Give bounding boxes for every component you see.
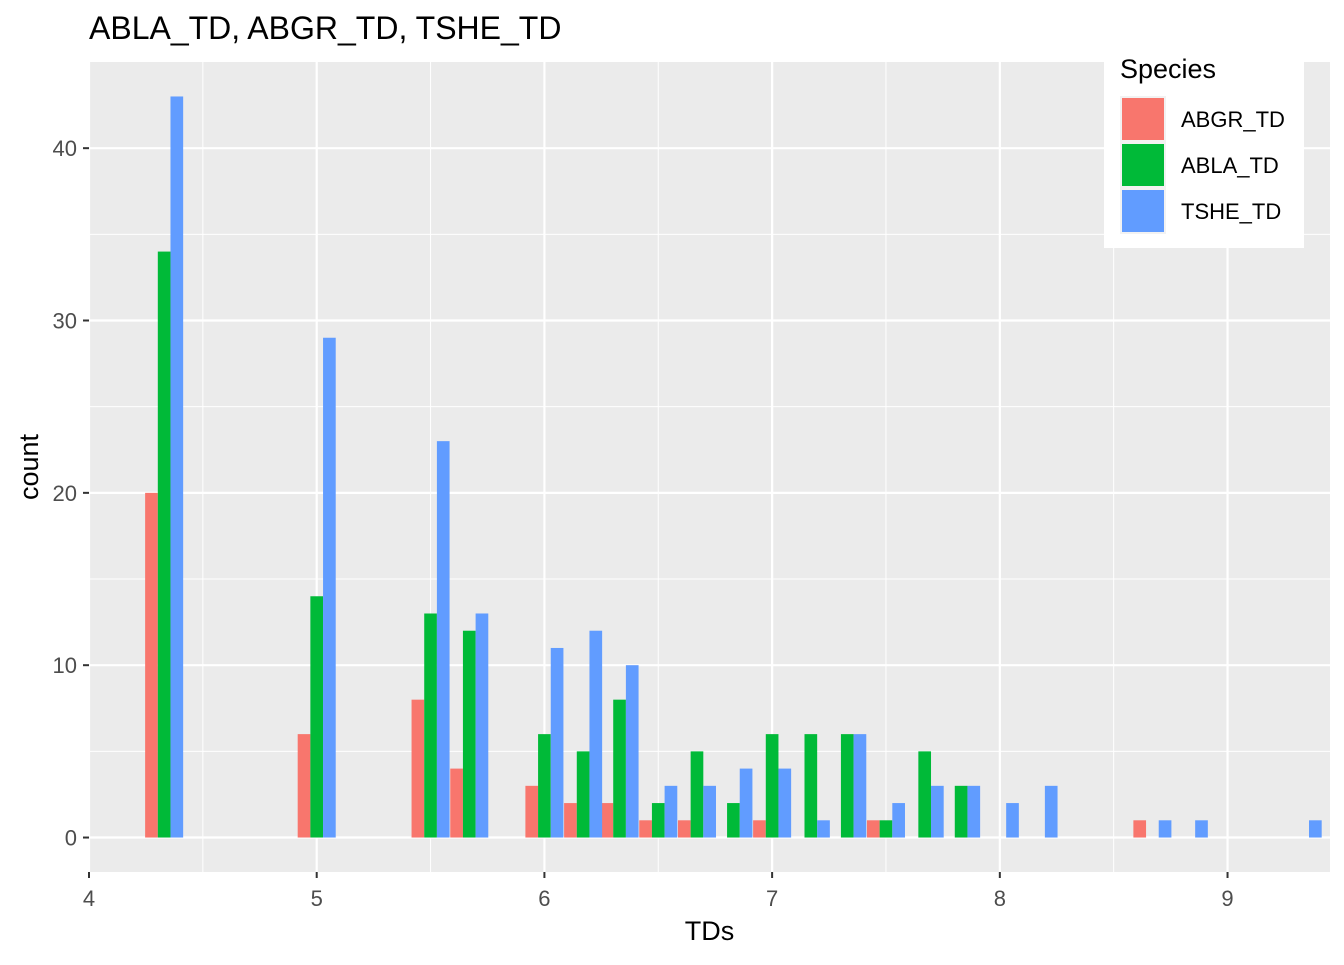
legend-label-ABGR_TD: ABGR_TD [1181, 107, 1285, 132]
y-tick-label: 40 [53, 136, 77, 161]
bar-TSHE_TD [1195, 820, 1208, 838]
bar-ABGR_TD [677, 820, 691, 838]
bar-TSHE_TD [1309, 820, 1322, 838]
y-tick-label: 20 [53, 481, 77, 506]
bar-TSHE_TD [625, 665, 639, 838]
bar-ABGR_TD [753, 820, 766, 838]
bar-ABLA_TD [576, 751, 590, 838]
bar-TSHE_TD [436, 441, 450, 838]
bar-TSHE_TD [170, 96, 184, 838]
bar-ABGR_TD [525, 785, 539, 838]
x-tick-label: 8 [994, 886, 1006, 911]
bar-TSHE_TD [475, 613, 489, 838]
bar-ABLA_TD [157, 251, 171, 838]
legend-label-TSHE_TD: TSHE_TD [1181, 199, 1281, 224]
bar-TSHE_TD [550, 647, 564, 838]
bar-ABLA_TD [310, 596, 324, 838]
bar-TSHE_TD [1044, 785, 1058, 838]
bar-ABGR_TD [600, 803, 614, 838]
bar-TSHE_TD [967, 785, 981, 838]
bar-TSHE_TD [739, 768, 753, 838]
bar-ABGR_TD [411, 699, 425, 838]
bar-TSHE_TD [931, 785, 944, 838]
bar-ABGR_TD [450, 768, 463, 838]
bar-ABGR_TD [866, 820, 880, 838]
y-axis-title: count [14, 433, 44, 500]
legend-label-ABLA_TD: ABLA_TD [1181, 153, 1279, 178]
bar-ABLA_TD [879, 820, 893, 838]
bar-TSHE_TD [1006, 803, 1019, 838]
legend-swatch-ABLA_TD [1122, 144, 1164, 186]
bar-TSHE_TD [1158, 820, 1172, 838]
bar-TSHE_TD [853, 734, 867, 838]
y-tick-label: 30 [53, 309, 77, 334]
bar-ABGR_TD [1133, 820, 1147, 838]
legend-swatch-ABGR_TD [1122, 98, 1164, 140]
bar-ABLA_TD [613, 699, 626, 838]
bar-ABLA_TD [424, 613, 437, 838]
bar-TSHE_TD [817, 820, 830, 838]
bar-ABGR_TD [297, 734, 311, 838]
bar-TSHE_TD [892, 803, 905, 838]
bar-TSHE_TD [323, 337, 336, 838]
bar-ABLA_TD [840, 734, 854, 838]
x-tick-label: 6 [538, 886, 550, 911]
x-tick-label: 7 [766, 886, 778, 911]
bar-ABGR_TD [145, 492, 158, 838]
bar-TSHE_TD [664, 785, 678, 838]
bar-ABLA_TD [804, 734, 818, 838]
chart-title: ABLA_TD, ABGR_TD, TSHE_TD [89, 10, 562, 46]
bar-ABLA_TD [918, 751, 932, 838]
bar-ABGR_TD [639, 820, 652, 838]
bar-ABLA_TD [727, 803, 740, 838]
x-tick-label: 5 [311, 886, 323, 911]
bar-ABLA_TD [651, 803, 665, 838]
bar-TSHE_TD [589, 630, 603, 838]
bar-ABLA_TD [538, 734, 551, 838]
y-tick-label: 10 [53, 653, 77, 678]
x-tick-label: 9 [1221, 886, 1233, 911]
bar-ABLA_TD [954, 785, 968, 838]
bar-TSHE_TD [778, 768, 792, 838]
bar-TSHE_TD [703, 785, 716, 838]
bar-ABGR_TD [564, 803, 577, 838]
bar-ABLA_TD [462, 630, 476, 838]
x-axis-title: TDs [685, 916, 735, 946]
bar-ABLA_TD [690, 751, 704, 838]
y-tick-label: 0 [65, 826, 77, 851]
x-tick-label: 4 [83, 886, 95, 911]
legend-swatch-TSHE_TD [1122, 190, 1164, 232]
legend-title: Species [1120, 54, 1216, 84]
bar-ABLA_TD [765, 734, 779, 838]
